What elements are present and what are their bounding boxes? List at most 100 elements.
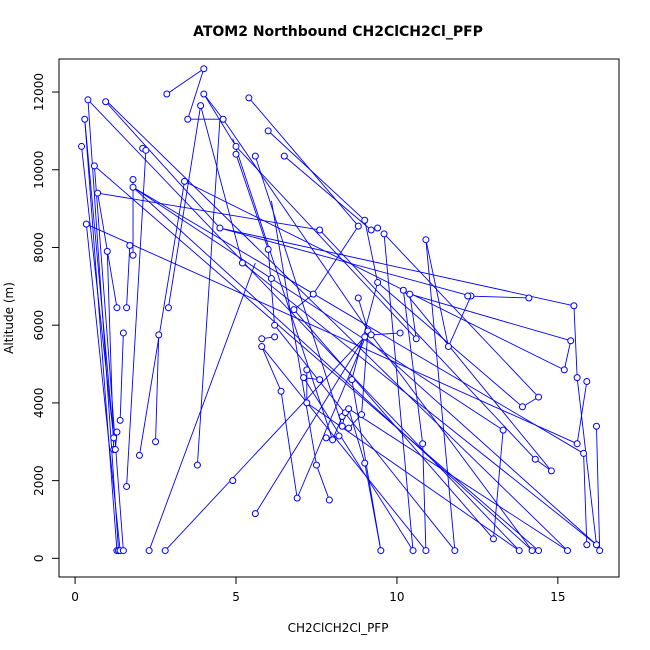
chart-title: ATOM2 Northbound CH2ClCH2Cl_PFP (193, 24, 483, 40)
series-line-segment (357, 297, 369, 332)
series-line-segment (261, 346, 282, 392)
series-line-segment (576, 377, 597, 545)
y-axis: 0 2000 4000 6000 8000 10000 12000 (32, 73, 60, 563)
data-point (309, 290, 317, 298)
data-point (264, 245, 272, 253)
data-point (489, 535, 497, 543)
series-line-segment (200, 105, 243, 264)
data-point (303, 366, 311, 374)
series-line-segment (196, 119, 221, 466)
series-line-segment (283, 155, 372, 231)
data-point (325, 496, 333, 504)
series-line-segment (467, 295, 529, 299)
series-line-segment (222, 118, 372, 336)
data-point (82, 220, 90, 228)
data-point (113, 304, 121, 312)
data-point (518, 403, 526, 411)
series-line-segment (166, 68, 205, 95)
data-point (580, 449, 588, 457)
data-point (592, 422, 600, 430)
series-line-segment (361, 330, 369, 415)
data-point (583, 378, 591, 386)
series-line-segment (316, 464, 330, 501)
data-point (547, 467, 555, 475)
data-point (564, 547, 572, 555)
series-line-segment (274, 324, 456, 551)
data-point (271, 333, 279, 341)
data-point (264, 127, 272, 135)
series-line-segment (84, 119, 115, 438)
series-line-segment (270, 200, 317, 466)
data-point (499, 426, 507, 434)
data-point (531, 455, 539, 463)
series-line-segment (87, 99, 119, 551)
series-line-segment (409, 293, 571, 342)
data-point (290, 306, 298, 314)
series-line-segment (371, 332, 401, 336)
series-line-segment (106, 251, 115, 450)
data-point (126, 242, 134, 250)
data-point (303, 399, 311, 407)
data-point (345, 405, 353, 413)
y-tick-label: 0 (32, 555, 46, 563)
data-point (161, 547, 169, 555)
series-line-segment (271, 278, 504, 431)
data-point (238, 259, 246, 267)
data-point (145, 547, 153, 555)
series-line-segment (293, 309, 494, 540)
data-point (300, 374, 308, 382)
data-point (229, 477, 237, 485)
series-line-segment (132, 186, 272, 279)
data-point (181, 177, 189, 185)
data-point (111, 446, 119, 454)
series-line-segment (119, 332, 124, 421)
data-point (322, 434, 330, 442)
series-line-segment (164, 336, 366, 551)
data-point (596, 547, 604, 555)
series-line-segment (248, 97, 359, 227)
data-point (193, 461, 201, 469)
data-point (245, 94, 253, 102)
series-line-segment (94, 165, 539, 551)
series-line-segment (187, 68, 205, 120)
x-tick-label: 0 (71, 590, 79, 604)
series-line-segment (402, 290, 424, 444)
data-point (358, 411, 366, 419)
data-point (280, 152, 288, 160)
data-point (422, 547, 430, 555)
data-point (419, 440, 427, 448)
data-point (129, 175, 137, 183)
series-line-segment (422, 443, 427, 551)
data-point (409, 547, 417, 555)
data-point (271, 321, 279, 329)
series-line-segment (242, 262, 597, 546)
series-line-segment (235, 146, 417, 340)
series-line-segment (148, 262, 256, 551)
data-point (113, 428, 121, 436)
series-line-segment (596, 426, 601, 551)
series-line-segment (235, 154, 269, 250)
series-line-segment (364, 220, 379, 283)
data-point (335, 432, 343, 440)
data-point (216, 224, 224, 232)
data-point (232, 150, 240, 158)
data-point (78, 142, 86, 150)
series-line-segment (348, 408, 366, 464)
series-line-segment (126, 150, 147, 487)
data-point (123, 304, 131, 312)
series-line-segment (348, 408, 568, 551)
series-line-segment (84, 119, 118, 551)
data-point (567, 337, 575, 345)
data-point (399, 286, 407, 294)
series-line-segment (267, 249, 276, 326)
data-point (164, 304, 172, 312)
series-line-segment (93, 165, 124, 551)
data-point (197, 102, 205, 110)
data-point (312, 461, 320, 469)
data-point (135, 451, 143, 459)
series-line-segment (306, 402, 520, 551)
series-line-segment (425, 239, 456, 551)
series-line-segment (383, 233, 414, 551)
series-line-segment (85, 224, 121, 551)
series-line-segment (97, 192, 320, 231)
